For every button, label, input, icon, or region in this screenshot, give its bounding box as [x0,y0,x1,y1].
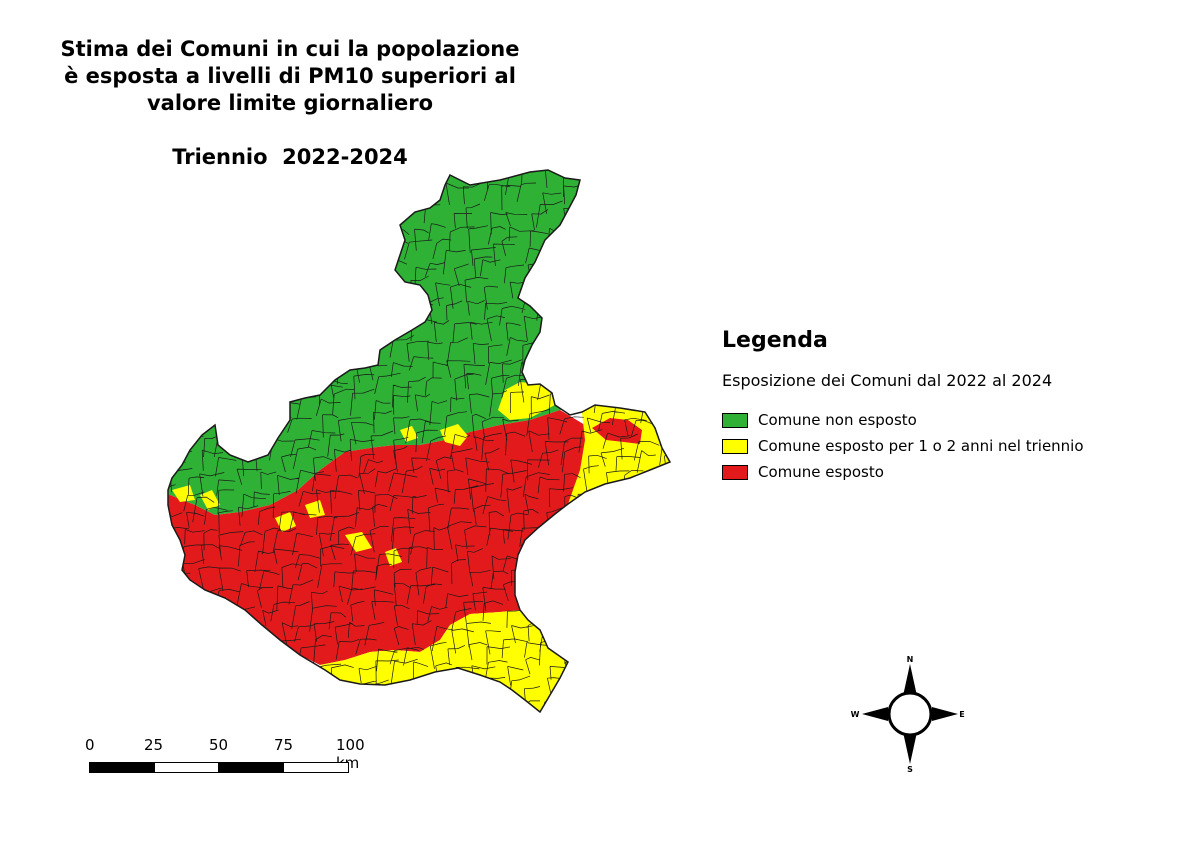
zone-yellow-small-1 [440,424,468,446]
title-line-3: valore limite giornaliero [146,91,434,115]
title-line-1: Stima dei Comuni in cui la popolazione [60,37,520,61]
legend-label-not-exposed: Comune non esposto [758,411,917,429]
zone-yellow-small-8 [172,485,195,502]
compass-s-label: S [907,765,913,774]
legend-subtitle: Esposizione dei Comuni dal 2022 al 2024 [722,371,1053,390]
zone-yellow-small-5 [345,532,372,552]
zone-yellow-small-4 [305,500,325,518]
scale-tick-25: 25 [144,736,164,754]
legend-item-not-exposed: Comune non esposto [722,407,1162,433]
legend-swatch-yellow [722,438,748,454]
legend-title: Legenda [722,328,828,353]
legend-swatch-green [722,412,748,428]
legend-label-partially-exposed: Comune esposto per 1 o 2 anni nel trienn… [758,437,1084,455]
map-subtitle: Triennio 2022-2024 [172,145,408,169]
compass-w-label: W [851,710,860,719]
zone-yellow-north [498,382,555,420]
compass-east-arrow [932,707,958,721]
compass-rose-icon: N S W E [851,655,965,774]
legend-label-exposed: Comune esposto [758,463,884,481]
zone-yellow-south [320,610,568,712]
zone-yellow-small-6 [385,548,402,566]
title-line-2: è esposta a livelli di PM10 superiori al [64,64,516,88]
scale-tick-0: 0 [85,736,95,754]
compass-e-label: E [959,710,964,719]
scale-segment-3 [218,762,284,773]
legend-item-exposed: Comune esposto [722,459,1162,485]
compass-n-label: N [907,655,914,664]
scale-tick-50: 50 [209,736,229,754]
compass-north-arrow [903,664,917,696]
compass-south-arrow [903,732,917,764]
legend-item-partially-exposed: Comune esposto per 1 o 2 anni nel trienn… [722,433,1162,459]
scale-tick-75: 75 [274,736,294,754]
legend-swatch-red [722,464,748,480]
compass-west-arrow [862,707,888,721]
scale-bar: 0 25 50 75 100 km [0,0,365,773]
scale-segment-1 [89,762,155,773]
compass-circle [887,691,933,737]
map-title: Stima dei Comuni in cui la popolazione è… [40,36,540,117]
scale-segment-2 [154,762,219,773]
zone-red [168,410,590,665]
scale-segment-4 [283,762,349,773]
legend: Legenda Esposizione dei Comuni dal 2022 … [722,328,1162,485]
